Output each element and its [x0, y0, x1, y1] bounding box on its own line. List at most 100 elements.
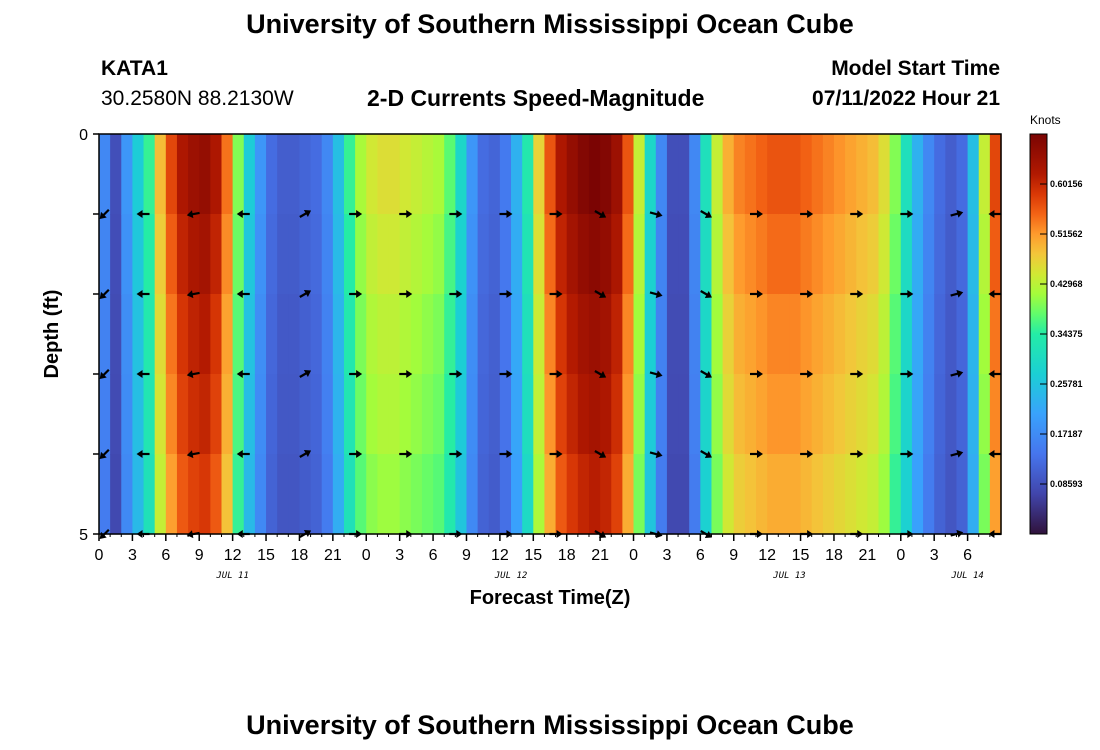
current-arrow	[449, 450, 463, 458]
heatmap-cell	[522, 134, 534, 215]
arrow-head	[988, 290, 995, 298]
heatmap-cell	[611, 454, 623, 535]
heatmap-cell	[221, 134, 234, 215]
date-label: JUL 14	[950, 571, 984, 581]
heatmap-cell	[466, 214, 479, 295]
heatmap-cell	[733, 214, 746, 295]
x-tick-label: 21	[858, 547, 876, 564]
x-tick-label: 3	[395, 547, 404, 564]
heatmap-cell	[455, 214, 468, 295]
current-arrow	[136, 450, 150, 458]
colorbar-tick-label: 0.08593	[1050, 479, 1083, 489]
colorbar-tick-label: 0.34375	[1050, 329, 1083, 339]
y-tick-label: 5	[79, 527, 88, 544]
heatmap-cell	[310, 214, 323, 295]
heatmap-cell	[611, 294, 623, 375]
heatmap-cell	[433, 374, 445, 455]
heatmap-cell	[477, 294, 490, 375]
x-tick-label: 6	[963, 547, 972, 564]
heatmap-cell	[655, 134, 668, 215]
heatmap-cell	[588, 214, 601, 295]
heatmap-cell	[522, 374, 534, 455]
current-arrow	[349, 210, 363, 218]
current-arrow	[900, 210, 914, 218]
x-tick-label: 15	[792, 547, 810, 564]
heatmap-cell	[945, 214, 958, 295]
arrow-head	[186, 290, 194, 299]
current-arrow	[549, 370, 563, 378]
heatmap-cell	[945, 134, 958, 215]
heatmap-cell	[588, 374, 601, 455]
heatmap-cell	[321, 214, 334, 295]
heatmap-cell	[310, 134, 323, 215]
arrow-head	[303, 210, 312, 217]
current-arrow	[988, 210, 1002, 218]
heatmap-cell	[165, 294, 178, 375]
heatmap-cell	[221, 294, 234, 375]
heatmap-cell	[366, 294, 378, 375]
heatmap-cell	[778, 214, 791, 295]
arrow-head	[598, 451, 607, 458]
heatmap-cell	[143, 214, 156, 295]
current-arrow	[850, 210, 864, 218]
heatmap-cell	[800, 454, 813, 535]
heatmap-cell	[132, 214, 145, 295]
heatmap-cell	[577, 454, 590, 535]
heatmap-cell	[744, 214, 757, 295]
heatmap-cell	[199, 214, 211, 295]
heatmap-cell	[633, 454, 646, 535]
heatmap-cell	[176, 214, 189, 295]
heatmap-cell	[277, 374, 289, 455]
current-arrow	[649, 290, 663, 299]
heatmap-cell	[210, 454, 223, 535]
heatmap-cell	[689, 454, 701, 535]
heatmap-cell	[533, 374, 546, 455]
current-arrow	[236, 370, 250, 378]
heatmap-cell	[433, 294, 445, 375]
arrow-head	[506, 370, 513, 378]
arrow-head	[655, 210, 663, 219]
heatmap-cell	[243, 134, 256, 215]
heatmap-cell	[221, 214, 234, 295]
heatmap-cell	[555, 134, 568, 215]
x-tick-label: 12	[491, 547, 509, 564]
heatmap-cell	[266, 214, 278, 295]
current-arrow	[349, 290, 363, 298]
arrow-head	[757, 210, 764, 218]
heatmap-cell	[945, 374, 958, 455]
heatmap-cell	[188, 214, 200, 295]
heatmap-cell	[655, 294, 668, 375]
heatmap-cell	[900, 454, 913, 535]
arrow-head	[186, 210, 194, 219]
heatmap-cell	[511, 214, 523, 295]
heatmap-cell	[254, 294, 267, 375]
arrow-head	[303, 450, 312, 457]
heatmap-cell	[254, 374, 267, 455]
heatmap-cell	[666, 214, 679, 295]
model-start-value: 07/11/2022 Hour 21	[812, 87, 1000, 110]
arrow-head	[857, 290, 864, 298]
arrow-head	[655, 450, 663, 459]
heatmap-cell	[666, 134, 679, 215]
heatmap-cell	[811, 374, 824, 455]
heatmap-cell	[633, 134, 646, 215]
heatmap-cell	[377, 454, 390, 535]
arrow-head	[236, 210, 243, 218]
heatmap-cell	[377, 294, 390, 375]
heatmap-cell	[488, 374, 501, 455]
arrow-head	[655, 290, 663, 299]
current-arrow	[186, 210, 200, 219]
heatmap-cell	[900, 294, 913, 375]
heatmap-cell	[566, 454, 579, 535]
heatmap-cell	[711, 134, 724, 215]
heatmap-cell	[332, 374, 345, 455]
heatmap-cell	[466, 134, 479, 215]
heatmap-cell	[477, 374, 490, 455]
heatmap-cell	[488, 134, 501, 215]
heatmap-cell	[199, 454, 211, 535]
current-arrow	[900, 290, 914, 298]
heatmap-cell	[789, 454, 802, 535]
heatmap-cell	[900, 214, 913, 295]
heatmap-cell	[822, 454, 835, 535]
heatmap-cell	[611, 214, 623, 295]
